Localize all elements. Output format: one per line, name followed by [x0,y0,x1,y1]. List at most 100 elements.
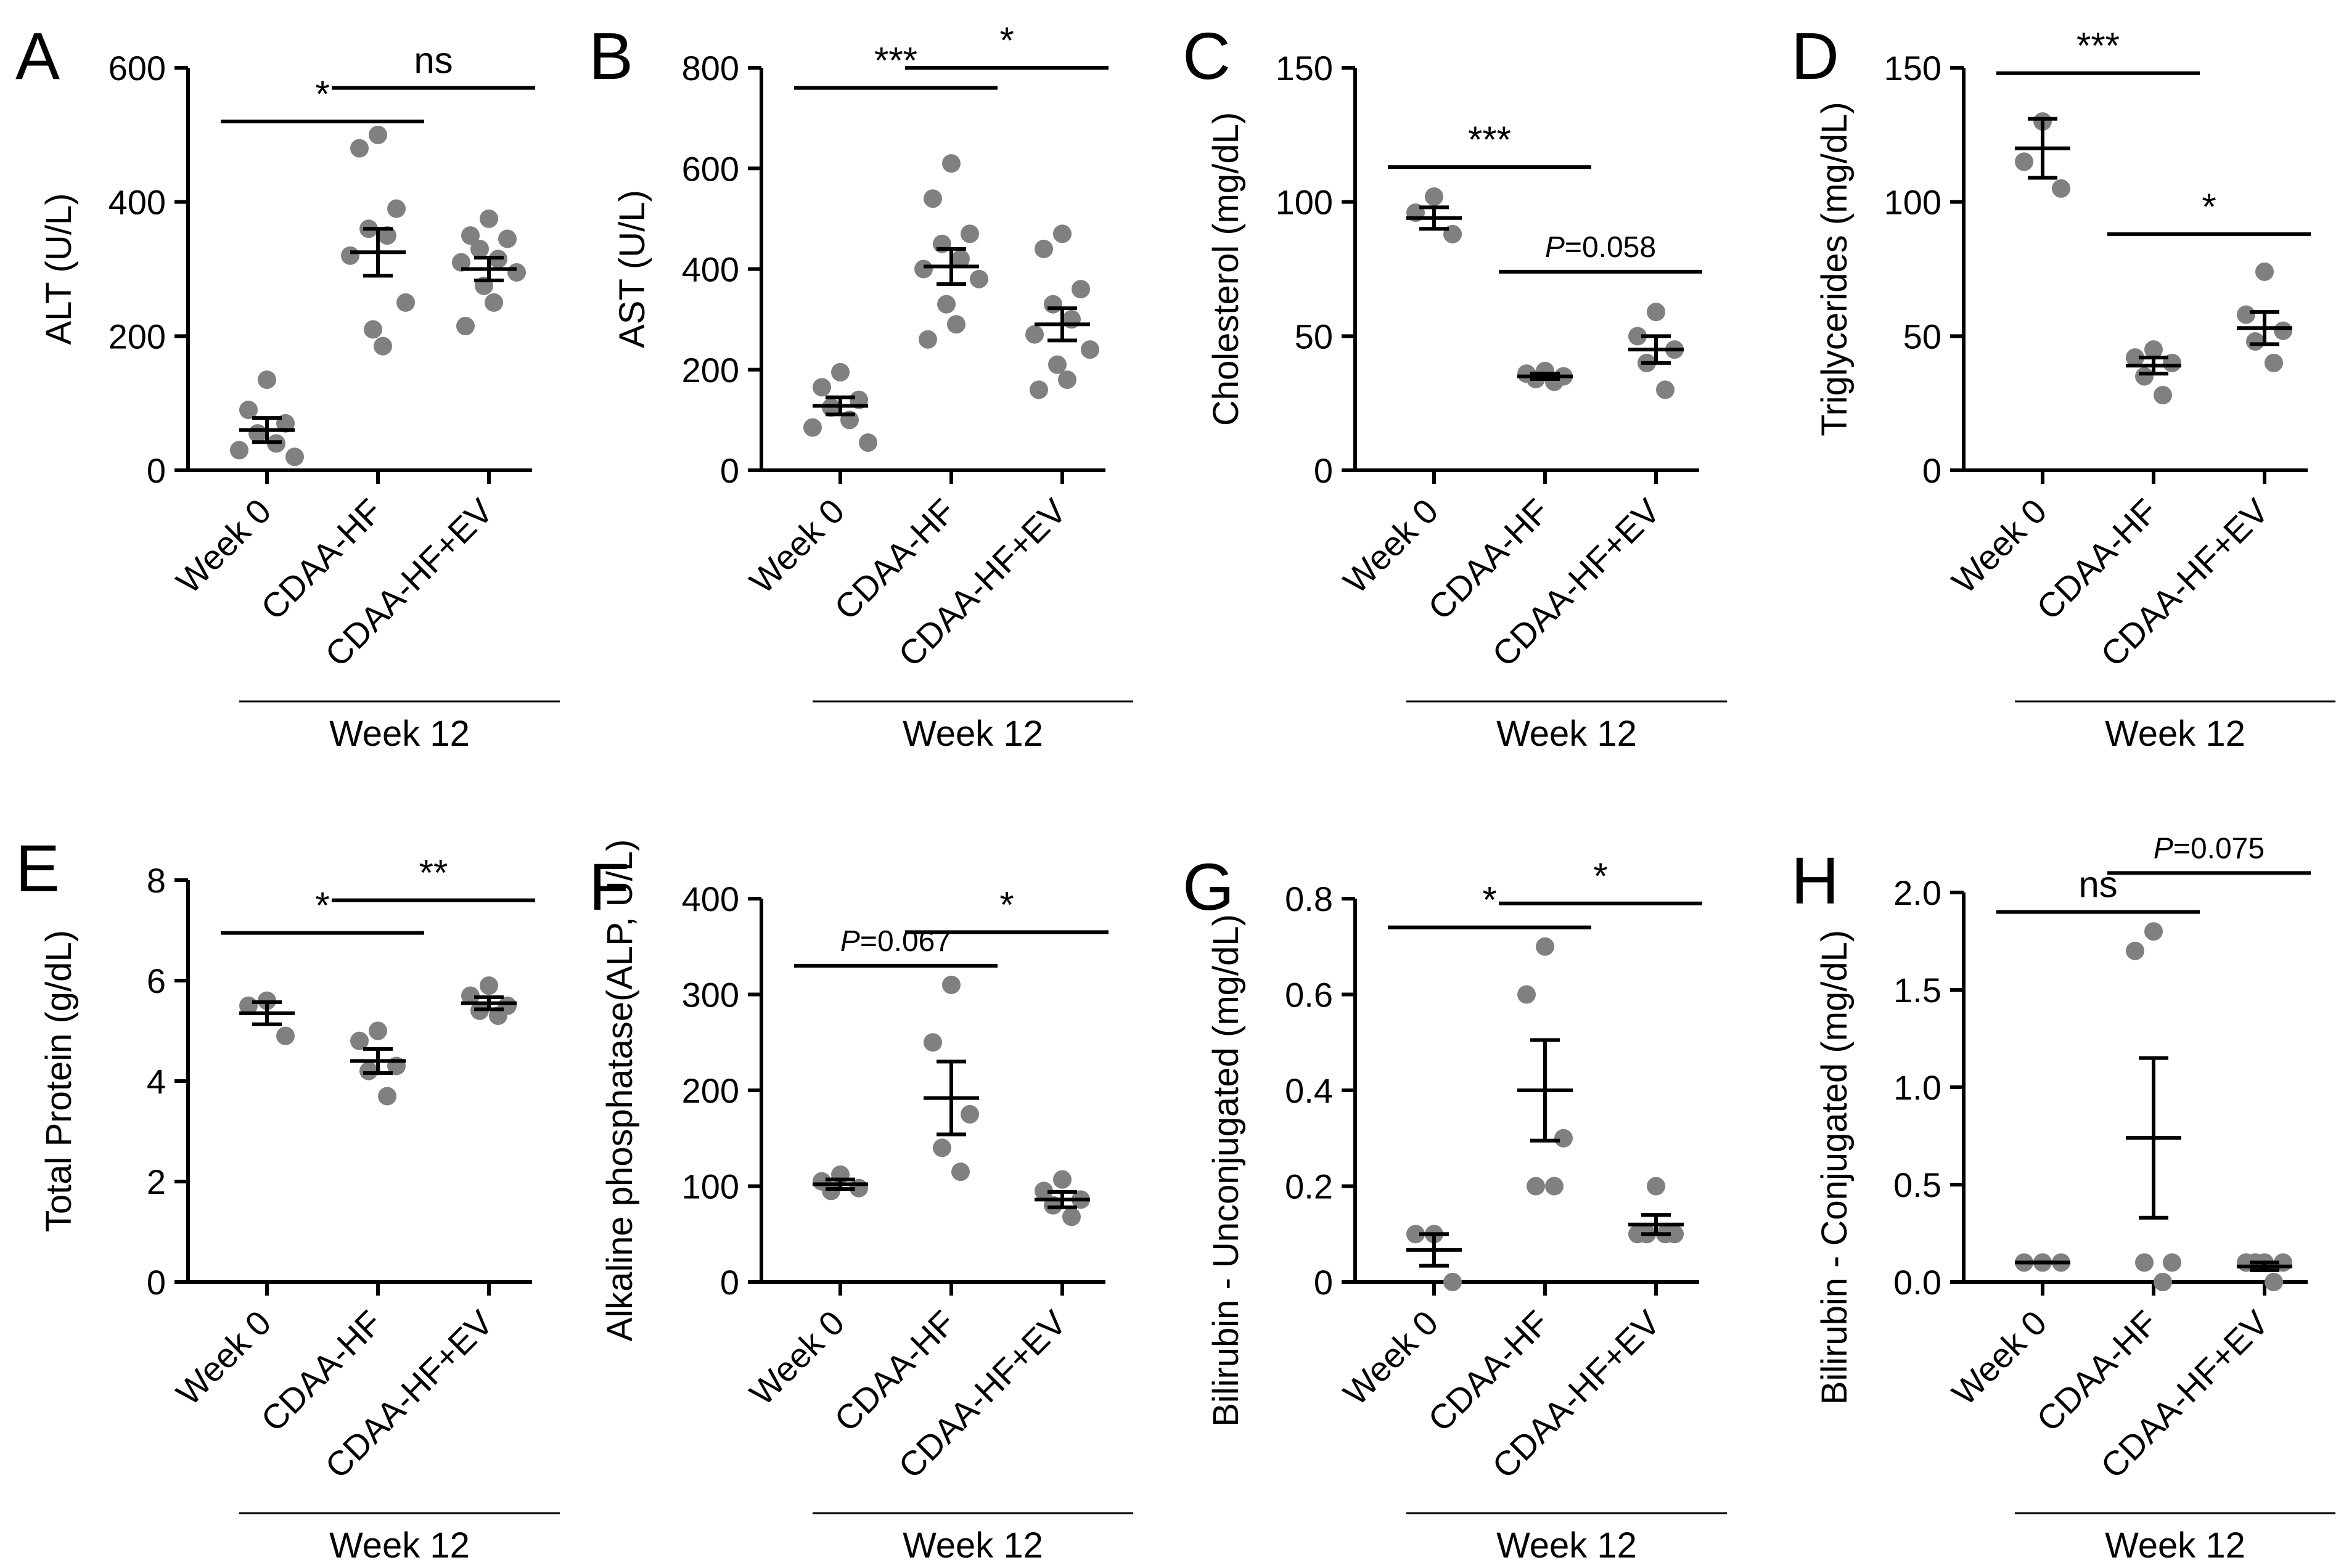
data-point [2255,262,2274,281]
y-axis-label: Alkaline phosphatase(ALP, U/L) [600,839,640,1342]
y-tick-label: 100 [1276,183,1333,222]
data-point [2135,367,2154,386]
y-axis-label: AST (U/L) [612,190,652,348]
data-point [1025,325,1044,344]
data-point [942,975,961,994]
data-point [2144,922,2163,941]
significance-label: * [999,884,1014,925]
data-point [924,1033,942,1052]
data-point [2126,941,2144,960]
data-point [461,226,480,245]
data-point [961,1105,979,1124]
data-point [937,295,956,314]
group-label: Week 12 [329,714,470,754]
group-label: Week 12 [1496,714,1637,754]
panel-h: H 0.0 0.5 1.0 1.5 2.0 Bilirubin - Conjugated (… [1791,832,2335,1566]
data-point [1545,1177,1564,1196]
y-tick-label: 0 [147,451,166,490]
y-tick-label: 6 [147,962,166,1000]
y-axis-label: Total Protein (g/dL) [39,930,79,1232]
data-point [2246,332,2265,351]
data-point [350,139,369,158]
data-point [1081,340,1099,359]
data-point [2144,340,2163,359]
data-point [461,986,480,1005]
data-point [507,263,526,282]
data-point [1058,370,1076,390]
data-point [831,362,850,382]
data-point [947,315,965,334]
y-tick-label: 50 [1295,317,1333,356]
data-point [1062,1207,1081,1227]
data-point [396,293,415,312]
significance-label: ns [2078,864,2117,905]
significance-label: * [999,20,1014,61]
data-point [859,433,877,452]
data-point [1044,295,1062,314]
data-point [1053,224,1072,243]
y-axis-label: Bilirubin - Unconjugated (mg/dL) [1206,914,1246,1427]
data-point [369,125,387,144]
significance-label: *** [2076,25,2120,67]
y-tick-label: 50 [1903,317,1941,356]
data-point [1030,380,1048,399]
panel-letter: C [1183,18,1231,93]
data-point [951,250,970,269]
group-label: Week 12 [1496,1525,1637,1566]
data-point [1406,1225,1425,1244]
y-tick-label: 0 [720,1263,739,1302]
data-point [248,424,267,443]
data-point [369,1021,387,1040]
y-tick-label: 200 [682,1071,739,1110]
data-point [1517,985,1536,1004]
data-point [378,226,396,245]
data-point [803,418,822,437]
significance-label: * [2202,186,2216,227]
data-point [239,401,258,420]
data-point [2126,348,2144,367]
data-point [1554,1129,1573,1148]
data-point [230,441,248,460]
group-label: Week 12 [903,1525,1043,1566]
y-tick-label: 400 [109,183,166,222]
y-tick-label: 800 [682,49,739,88]
y-tick-label: 300 [682,976,739,1015]
y-tick-label: 8 [147,861,166,900]
y-tick-label: 400 [682,250,739,289]
x-tick-label: Week 0 [1335,491,1445,601]
panel-letter: B [589,18,633,93]
data-point [919,330,937,349]
data-point [1035,1182,1053,1201]
data-point [374,337,392,356]
y-tick-label: 0 [1314,451,1333,490]
data-point [341,246,359,265]
significance-label: * [1482,880,1496,921]
panel-g: G 0 0.2 0.4 0.6 0.8 Bilirubin - Unconjugated (… [1183,849,1727,1566]
y-tick-label: 200 [682,351,739,390]
panel-letter: F [589,849,629,924]
data-point [1425,187,1443,206]
data-point [480,209,498,228]
y-tick-label: 0.5 [1893,1166,1941,1204]
data-point [489,1007,507,1026]
y-tick-label: 4 [147,1062,166,1101]
y-tick-label: 1.5 [1893,971,1941,1010]
y-tick-label: 0.6 [1285,976,1333,1015]
data-point [1647,303,1665,322]
data-point [1628,327,1647,346]
data-point [2154,386,2172,405]
x-tick-label: Week 0 [1335,1303,1445,1413]
data-point [970,269,988,288]
data-point [2163,1253,2181,1272]
data-point [1647,1177,1665,1196]
data-point [822,1182,840,1201]
group-label: Week 12 [2105,714,2245,754]
data-point [359,1061,378,1080]
data-point [914,259,933,279]
y-tick-label: 0 [1922,451,1941,490]
